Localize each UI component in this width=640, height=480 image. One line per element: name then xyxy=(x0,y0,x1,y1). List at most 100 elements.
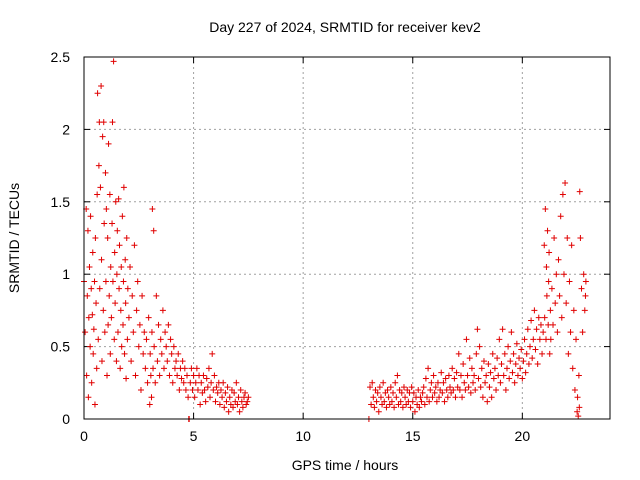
data-point xyxy=(141,329,148,336)
data-point xyxy=(93,365,100,372)
data-point xyxy=(541,314,548,321)
data-point xyxy=(506,375,513,382)
data-point xyxy=(486,384,493,391)
data-point xyxy=(157,336,164,343)
data-point xyxy=(119,213,126,220)
data-point xyxy=(170,343,177,350)
data-point xyxy=(122,256,129,263)
data-point xyxy=(467,389,474,396)
data-point xyxy=(204,384,211,391)
data-point xyxy=(103,206,110,213)
data-point xyxy=(120,278,127,285)
data-point xyxy=(445,372,452,379)
data-point xyxy=(529,355,536,362)
data-point xyxy=(202,398,209,405)
data-point xyxy=(450,387,457,394)
data-point xyxy=(242,389,249,396)
data-point xyxy=(83,372,90,379)
data-point xyxy=(574,408,581,415)
data-point xyxy=(162,329,169,336)
data-point xyxy=(462,387,469,394)
data-point xyxy=(569,365,576,372)
data-point xyxy=(144,379,151,386)
data-point xyxy=(392,379,399,386)
data-point xyxy=(449,365,456,372)
data-point xyxy=(512,360,519,367)
data-point xyxy=(369,379,376,386)
data-point xyxy=(124,336,131,343)
data-point xyxy=(90,350,97,357)
data-point xyxy=(92,235,99,241)
data-point xyxy=(501,350,508,357)
data-point xyxy=(531,307,538,314)
data-point xyxy=(188,365,195,372)
data-point xyxy=(239,404,246,411)
data-point xyxy=(85,314,92,321)
data-point xyxy=(568,242,575,249)
data-point xyxy=(463,336,470,343)
data-point xyxy=(455,350,462,357)
data-point xyxy=(496,336,503,343)
data-point xyxy=(243,401,250,408)
data-point xyxy=(117,307,124,314)
data-point xyxy=(521,336,528,343)
data-point xyxy=(166,372,173,379)
data-point xyxy=(383,404,390,411)
data-point xyxy=(174,372,181,379)
data-point xyxy=(546,350,553,357)
data-point xyxy=(370,394,377,401)
data-point xyxy=(150,365,157,372)
data-point xyxy=(210,387,217,394)
data-point xyxy=(96,285,103,292)
data-point xyxy=(109,220,116,227)
data-point xyxy=(474,326,481,333)
data-point xyxy=(175,350,182,357)
data-point xyxy=(86,263,93,270)
data-point xyxy=(146,401,153,408)
data-points xyxy=(81,58,589,422)
data-point xyxy=(434,379,441,386)
data-point xyxy=(368,401,375,408)
data-point xyxy=(118,263,125,270)
x-axis-label: GPS time / hours xyxy=(292,457,399,473)
data-point xyxy=(234,401,241,408)
data-point xyxy=(197,401,204,408)
data-point xyxy=(563,300,570,307)
data-point xyxy=(371,404,378,411)
data-point xyxy=(447,384,454,391)
data-point xyxy=(542,206,549,213)
data-point xyxy=(399,404,406,411)
data-point xyxy=(114,329,121,336)
y-axis-label: SRMTID / TECUs xyxy=(6,183,22,293)
data-point xyxy=(148,394,155,401)
data-point xyxy=(393,394,400,401)
data-point xyxy=(402,394,409,401)
data-point xyxy=(490,375,497,382)
data-point xyxy=(105,140,112,147)
data-point xyxy=(182,387,189,394)
data-point xyxy=(544,227,551,234)
data-point xyxy=(543,292,550,299)
data-point xyxy=(580,271,587,278)
data-point xyxy=(121,350,128,357)
data-point xyxy=(442,375,449,382)
data-point xyxy=(164,358,171,365)
data-point xyxy=(377,394,384,401)
data-point xyxy=(102,169,109,176)
data-point xyxy=(176,387,183,394)
data-point xyxy=(578,285,585,292)
data-point xyxy=(525,360,532,367)
data-point xyxy=(407,404,414,411)
data-point xyxy=(101,329,108,336)
data-point xyxy=(417,394,424,401)
data-point xyxy=(223,398,230,405)
data-point xyxy=(381,398,388,405)
data-point xyxy=(217,387,224,394)
data-point xyxy=(113,271,120,278)
data-point xyxy=(192,379,199,386)
data-point xyxy=(88,285,95,292)
data-point xyxy=(503,365,510,372)
data-point xyxy=(155,321,162,328)
data-point xyxy=(541,242,548,249)
y-tick-label: 0.5 xyxy=(51,339,71,355)
